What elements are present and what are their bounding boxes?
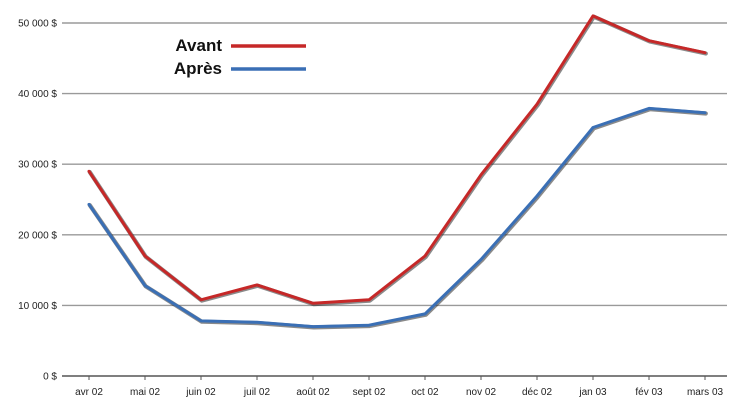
x-tick-label-2: juin 02 (185, 387, 216, 398)
x-tick-label-9: jan 03 (578, 387, 607, 398)
x-tick-label-4: août 02 (296, 387, 330, 398)
x-tick-label-5: sept 02 (353, 387, 386, 398)
x-tick-label-10: fév 03 (635, 387, 663, 398)
x-tick-label-8: déc 02 (522, 387, 552, 398)
x-tick-label-6: oct 02 (411, 387, 439, 398)
y-tick-label-0: 0 $ (43, 372, 57, 383)
y-tick-label-1: 10 000 $ (18, 301, 57, 312)
y-tick-label-4: 40 000 $ (18, 89, 57, 100)
grid-lines (62, 22, 727, 380)
series-shadow-1 (87, 107, 708, 330)
y-tick-label-2: 20 000 $ (18, 230, 57, 241)
series-lines (87, 14, 708, 330)
x-tick-label-7: nov 02 (466, 387, 496, 398)
series-line-0 (87, 14, 707, 305)
x-axis-tick-labels: avr 02 mai 02 juin 02 juil 02 août 02 sept 02… (75, 387, 723, 398)
legend-label-avant: Avant (175, 36, 222, 55)
x-tick-label-1: mai 02 (130, 387, 160, 398)
series-line-1 (87, 106, 707, 329)
x-tick-label-0: avr 02 (75, 387, 103, 398)
x-tick-label-3: juil 02 (243, 387, 271, 398)
y-axis-tick-labels: 0 $ 10 000 $ 20 000 $ 30 000 $ 40 000 $ 50 00… (18, 19, 57, 383)
x-tick-label-11: mars 03 (687, 387, 724, 398)
legend: Avant Après (174, 36, 306, 78)
y-tick-label-3: 30 000 $ (18, 160, 57, 171)
y-tick-label-5: 50 000 $ (18, 19, 57, 30)
legend-label-apres: Après (174, 59, 222, 78)
